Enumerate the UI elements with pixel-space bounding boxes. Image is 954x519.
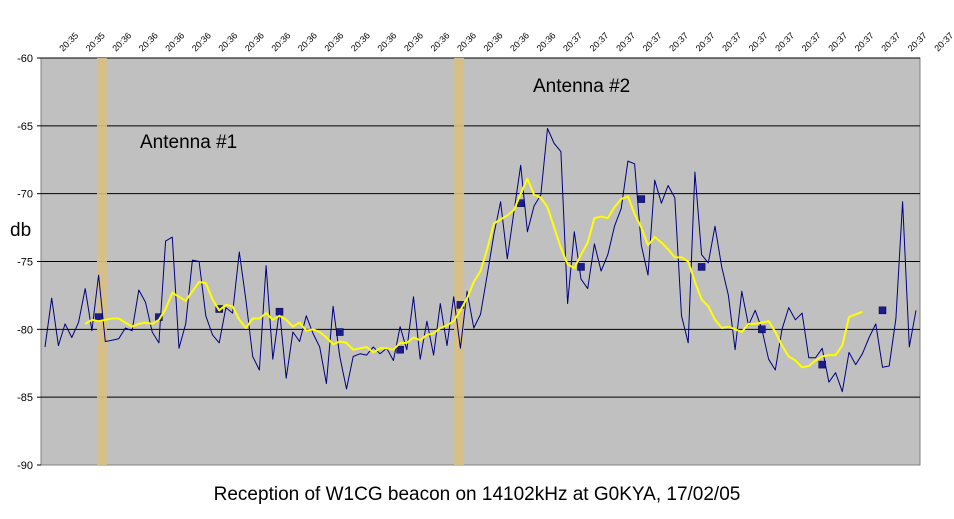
data-point-marker xyxy=(878,306,887,315)
x-tick-label: 20:35 xyxy=(57,30,80,53)
y-tick-label: -70 xyxy=(17,189,33,201)
x-tick-label: 20:36 xyxy=(269,30,292,53)
x-tick-label: 20:36 xyxy=(163,30,186,53)
series-layer xyxy=(44,128,917,393)
annotations: Antenna #1 Antenna #2 xyxy=(140,76,630,153)
x-tick-label: 20:37 xyxy=(667,30,690,53)
x-tick-label: 20:37 xyxy=(747,30,770,53)
x-tick-label: 20:36 xyxy=(322,30,345,53)
x-tick-label: 20:36 xyxy=(349,30,372,53)
data-point-marker xyxy=(818,360,826,369)
data-point-marker xyxy=(94,313,103,321)
x-tick-label: 20:36 xyxy=(455,30,478,53)
x-tick-label: 20:37 xyxy=(588,30,611,53)
x-tick-label: 20:37 xyxy=(879,30,902,53)
x-tick-label: 20:36 xyxy=(402,30,425,53)
antenna-switch-band xyxy=(96,58,107,465)
x-tick-label: 20:36 xyxy=(296,30,319,53)
data-point-marker xyxy=(275,307,284,316)
x-tick-label: 20:37 xyxy=(720,30,743,53)
x-tick-label: 20:36 xyxy=(535,30,558,53)
x-tick-label: 20:36 xyxy=(429,30,452,53)
y-tick-label: -80 xyxy=(17,324,33,336)
x-tick-label: 20:37 xyxy=(641,30,664,53)
series-line-0 xyxy=(44,128,917,393)
x-tick-label: 20:37 xyxy=(773,30,796,53)
x-tick-label: 20:36 xyxy=(243,30,266,53)
x-tick-label: 20:36 xyxy=(216,30,239,53)
x-tick-label: 20:37 xyxy=(614,30,637,53)
x-tick-label: 20:35 xyxy=(84,30,107,53)
x-tick-label: 20:37 xyxy=(694,30,717,53)
x-tick-label: 20:36 xyxy=(190,30,213,53)
x-tick-label: 20:37 xyxy=(853,30,876,53)
annotation-label: Antenna #2 xyxy=(533,76,630,97)
data-point-marker xyxy=(697,263,706,271)
y-tick-label: -90 xyxy=(17,460,33,472)
y-tick-label: -60 xyxy=(17,53,33,65)
x-tick-label: 20:37 xyxy=(932,30,954,53)
data-point-marker xyxy=(577,263,585,271)
series-line-1 xyxy=(84,177,863,369)
data-point-marker xyxy=(758,325,766,334)
y-axis-ticks: -60 -65 -70 -75 -80 -85 -90 xyxy=(17,53,41,472)
chart-title: Reception of W1CG beacon on 14102kHz at … xyxy=(213,484,741,505)
x-tick-label: 20:37 xyxy=(826,30,849,53)
data-point-marker xyxy=(396,345,404,354)
data-point-marker xyxy=(336,328,344,336)
y-axis-label: db xyxy=(10,220,31,241)
x-tick-label: 20:37 xyxy=(906,30,929,53)
x-tick-label: 20:36 xyxy=(110,30,133,53)
annotation-label: Antenna #1 xyxy=(140,132,237,153)
x-tick-label: 20:36 xyxy=(508,30,531,53)
y-tick-label: -65 xyxy=(17,121,33,133)
x-axis-ticks: 20:35 20:35 20:36 20:36 20:36 20:36 20:36 20:36… xyxy=(57,30,954,53)
gridlines xyxy=(41,57,920,398)
x-tick-label: 20:37 xyxy=(561,30,584,53)
x-tick-label: 20:36 xyxy=(482,30,505,53)
x-tick-label: 20:37 xyxy=(800,30,823,53)
y-tick-label: -75 xyxy=(17,257,33,269)
antenna-bands xyxy=(96,58,465,465)
y-tick-label: -85 xyxy=(17,392,33,404)
x-tick-label: 20:36 xyxy=(137,30,160,53)
antenna-switch-band xyxy=(454,58,465,465)
data-point-marker xyxy=(637,195,646,203)
x-tick-label: 20:36 xyxy=(376,30,399,53)
